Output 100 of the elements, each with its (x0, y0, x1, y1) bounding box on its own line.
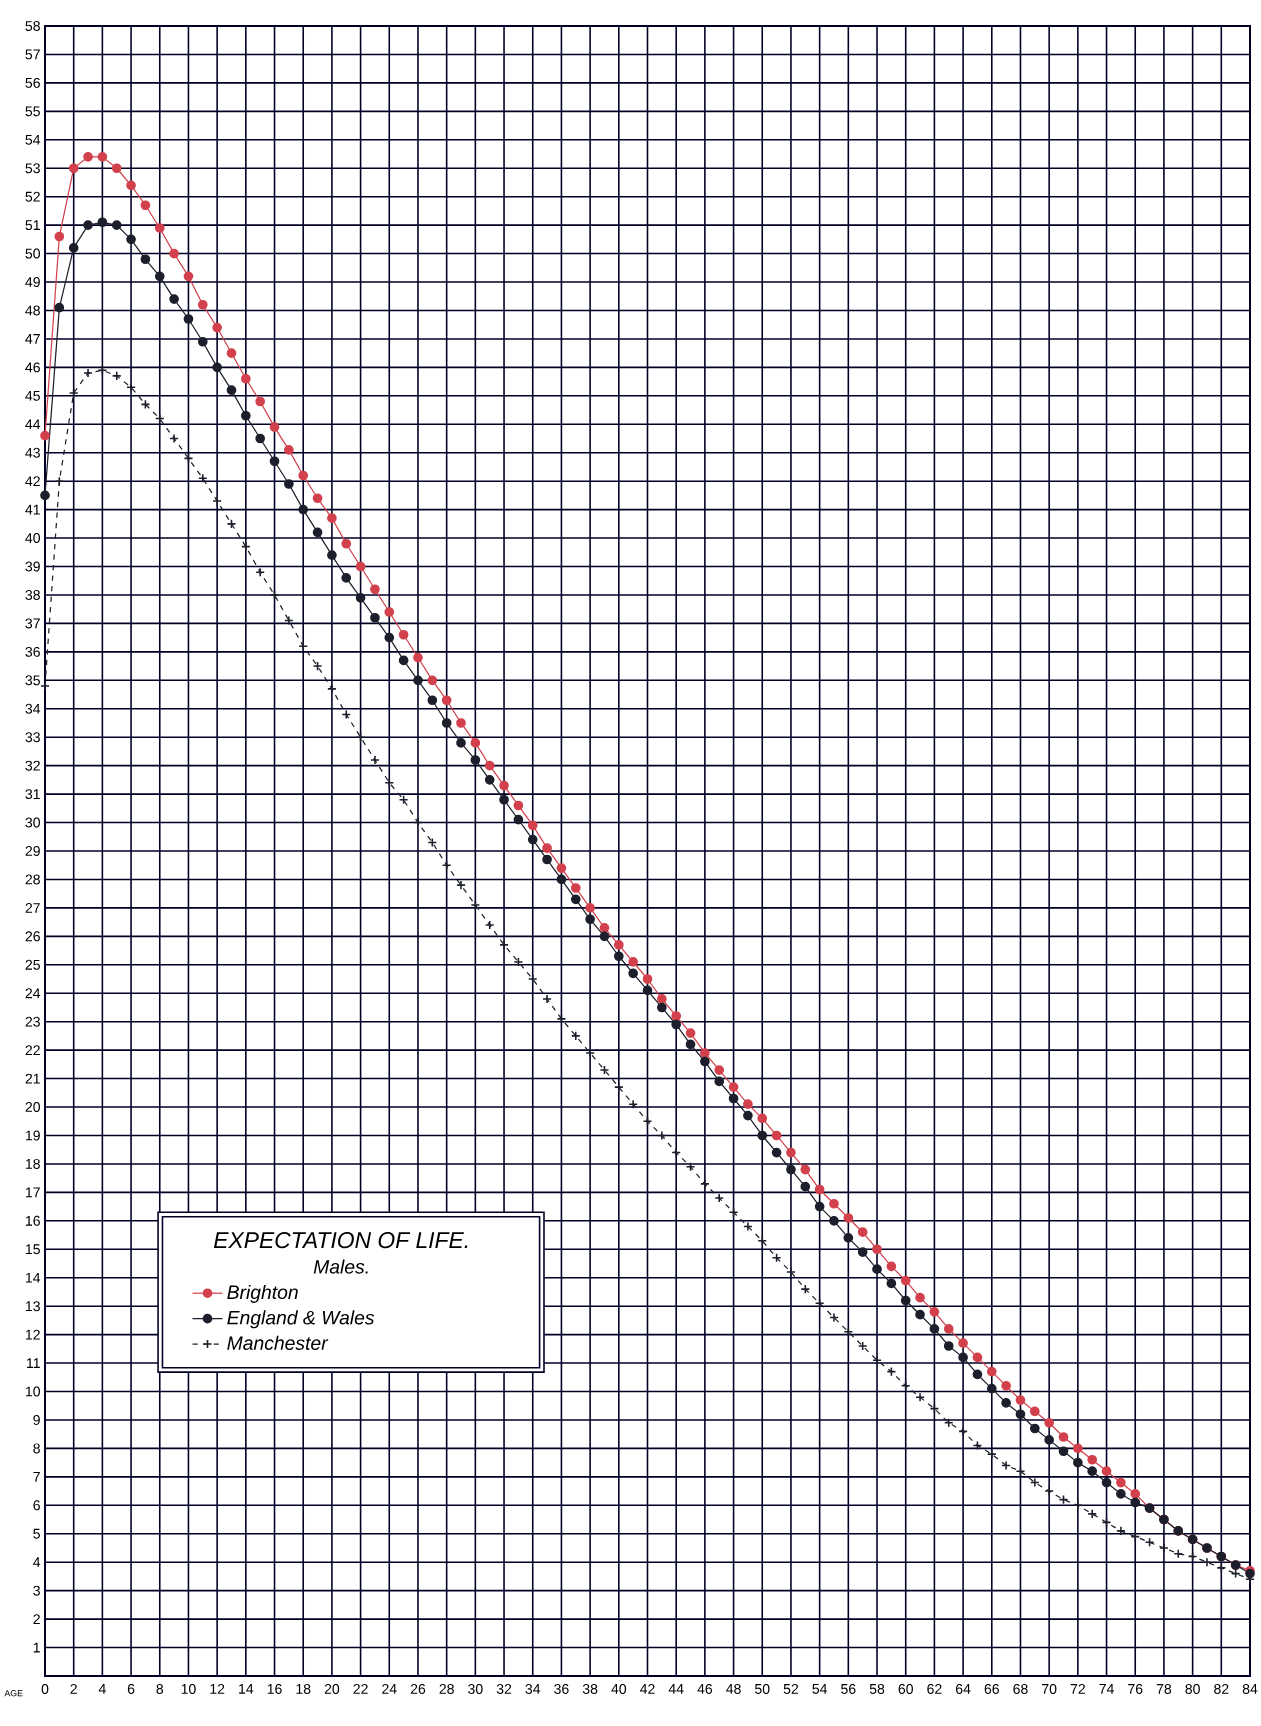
y-tick-label: 23 (25, 1016, 40, 1027)
x-tick-label: 52 (783, 1683, 799, 1694)
x-tick-label: 68 (1013, 1683, 1028, 1694)
x-tick-label: 6 (127, 1683, 135, 1694)
x-tick-label: 50 (754, 1683, 770, 1694)
y-tick-label: 3 (33, 1585, 40, 1596)
y-tick-label: 26 (25, 931, 40, 942)
x-tick-label: 10 (181, 1683, 196, 1694)
y-tick-label: 10 (25, 1386, 40, 1397)
y-tick-label: 44 (25, 419, 41, 430)
y-tick-label: 29 (25, 846, 40, 856)
x-tick-label: 60 (898, 1683, 913, 1694)
y-tick-label: 4 (33, 1557, 41, 1568)
x-tick-label: 84 (1242, 1683, 1258, 1694)
y-tick-label: 43 (25, 447, 40, 458)
y-tick-label: 36 (25, 646, 40, 657)
x-tick-label: 8 (156, 1683, 164, 1694)
x-tick-label: 32 (496, 1683, 512, 1694)
x-tick-label: 34 (525, 1683, 541, 1694)
y-tick-label: 15 (25, 1244, 40, 1255)
x-tick-label: 66 (984, 1683, 999, 1694)
x-tick-label: 26 (410, 1683, 426, 1694)
x-tick-label: 36 (554, 1683, 569, 1694)
x-tick-label: 46 (697, 1683, 713, 1694)
y-tick-label: 14 (25, 1272, 41, 1283)
x-tick-label: 4 (98, 1683, 106, 1694)
y-tick-label: 1 (33, 1642, 40, 1653)
y-tick-label: 35 (25, 675, 40, 686)
y-tick-label: 2 (33, 1614, 40, 1625)
y-tick-label: 24 (25, 988, 41, 999)
x-tick-label: 82 (1214, 1683, 1229, 1694)
y-tick-label: 27 (25, 902, 40, 913)
y-tick-label: 45 (25, 390, 40, 401)
x-tick-label: 12 (210, 1683, 225, 1694)
y-tick-label: 57 (25, 49, 40, 60)
y-tick-label: 17 (25, 1187, 40, 1198)
y-tick-label: 52 (25, 191, 40, 202)
x-tick-label: 78 (1156, 1683, 1172, 1694)
y-tick-label: 56 (25, 77, 40, 88)
x-tick-label: 14 (239, 1683, 254, 1694)
x-tick-label: 76 (1128, 1683, 1143, 1694)
y-tick-label: 33 (25, 732, 40, 743)
y-tick-label: 18 (25, 1158, 40, 1169)
x-tick-label: 72 (1070, 1683, 1085, 1694)
x-tick-label: 30 (468, 1683, 483, 1694)
x-tick-label: 2 (70, 1683, 77, 1694)
x-tick-label: 64 (955, 1683, 971, 1694)
legend-label: Brighton (227, 1284, 298, 1303)
x-tick-label: 62 (927, 1683, 942, 1694)
y-tick-label: 22 (25, 1045, 40, 1056)
y-tick-label: 49 (25, 277, 40, 288)
legend-label: England & Wales (227, 1310, 375, 1329)
x-tick-label: 28 (439, 1683, 454, 1694)
y-tick-label: 6 (33, 1500, 40, 1511)
x-tick-label: 24 (382, 1683, 397, 1694)
y-tick-label: 34 (25, 703, 41, 714)
x-tick-label: 70 (1042, 1683, 1057, 1694)
y-tick-label: 31 (25, 789, 40, 800)
y-tick-label: 51 (25, 220, 40, 231)
y-tick-label: 21 (25, 1073, 40, 1084)
x-tick-label: 56 (841, 1683, 856, 1694)
y-tick-label: 20 (25, 1102, 40, 1113)
y-tick-label: 8 (33, 1443, 40, 1454)
x-tick-label: 38 (582, 1683, 598, 1694)
y-tick-label: 58 (25, 21, 40, 31)
y-tick-label: 9 (33, 1414, 40, 1425)
y-tick-label: 54 (25, 134, 41, 145)
y-tick-label: 28 (25, 874, 40, 885)
y-tick-label: 40 (25, 533, 40, 544)
y-tick-label: 5 (33, 1528, 40, 1539)
x-tick-label: 20 (324, 1683, 340, 1694)
x-axis-title: AGE (4, 1690, 23, 1697)
x-tick-label: 18 (296, 1683, 311, 1694)
y-tick-label: 50 (25, 248, 40, 259)
y-tick-label: 37 (25, 618, 40, 629)
y-tick-label: 47 (25, 334, 40, 344)
text: Males. (313, 1259, 368, 1274)
y-tick-label: 16 (25, 1215, 40, 1226)
legend-label: Manchester (227, 1335, 329, 1350)
y-tick-label: 11 (27, 1358, 40, 1368)
x-tick-label: 58 (869, 1683, 885, 1694)
x-tick-label: 44 (668, 1683, 684, 1694)
y-tick-label: 55 (25, 106, 40, 117)
text: EXPECTATION OF LIFE. (213, 1232, 468, 1249)
x-tick-label: 16 (267, 1683, 282, 1694)
y-tick-label: 53 (25, 163, 40, 174)
y-tick-label: 32 (25, 760, 40, 771)
y-tick-label: 7 (33, 1472, 40, 1482)
x-tick-label: 42 (640, 1683, 655, 1694)
y-tick-label: 12 (25, 1329, 40, 1340)
y-tick-label: 48 (25, 305, 40, 316)
x-tick-label: 40 (611, 1683, 627, 1694)
x-tick-label: 48 (726, 1683, 741, 1694)
x-tick-label: 80 (1185, 1683, 1200, 1694)
y-tick-label: 25 (25, 959, 40, 970)
y-tick-label: 39 (25, 561, 40, 572)
x-tick-label: 22 (353, 1683, 368, 1694)
y-tick-label: 42 (25, 476, 40, 487)
x-tick-label: 74 (1099, 1683, 1114, 1694)
y-tick-label: 13 (25, 1301, 40, 1312)
